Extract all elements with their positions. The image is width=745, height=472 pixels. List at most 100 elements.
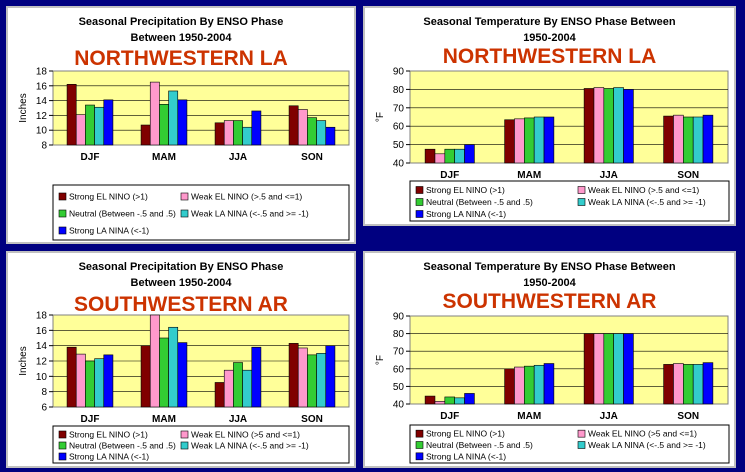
legend-label: Strong EL NINO (>1): [426, 185, 505, 195]
y-tick-label: 6: [41, 403, 47, 414]
x-tick-label: JJA: [600, 170, 618, 181]
x-tick-label: MAM: [152, 152, 176, 163]
bar: [524, 117, 535, 164]
legend-swatch: [58, 192, 67, 201]
legend-swatch: [58, 226, 67, 235]
legend-label: Weak EL NINO (>5 and <=1): [588, 429, 697, 439]
bar: [168, 90, 179, 146]
legend-swatch: [577, 429, 586, 438]
bar: [454, 148, 465, 164]
bar: [533, 116, 545, 164]
legend-swatch: [577, 198, 586, 206]
y-tick-label: 14: [36, 96, 48, 107]
bar: [316, 120, 327, 146]
bar: [307, 117, 317, 146]
bar: [504, 368, 515, 405]
bar: [214, 122, 225, 146]
x-tick-label: DJF: [81, 152, 100, 163]
legend-label: Neutral (Between -.5 and .5): [426, 197, 533, 207]
bar: [593, 87, 605, 164]
legend-label: Weak EL NINO (>.5 and <=1): [588, 185, 699, 195]
legend-label: Strong LA NINA (<-1): [69, 452, 149, 462]
chart-subtitle: 1950-2004: [523, 277, 576, 289]
bar: [702, 362, 714, 405]
bar: [663, 364, 674, 405]
chart-precip-nw-la: Seasonal Precipitation By ENSO Phase Betw…: [18, 16, 350, 241]
x-tick-label: MAM: [152, 414, 176, 425]
bar: [288, 343, 299, 408]
bar: [103, 99, 114, 146]
bar: [543, 116, 555, 164]
bar: [159, 104, 169, 146]
y-tick-label: 70: [393, 347, 405, 358]
legend-label: Strong LA NINA (<-1): [426, 451, 506, 461]
bar: [66, 346, 77, 408]
legend-swatch: [180, 192, 189, 201]
bar: [454, 397, 465, 405]
bar: [66, 84, 77, 146]
bar: [103, 354, 114, 408]
bar: [504, 119, 515, 164]
bar: [223, 369, 234, 408]
legend-swatch: [577, 186, 586, 194]
bar: [663, 115, 674, 164]
y-tick-label: 70: [393, 103, 405, 114]
bar: [288, 105, 299, 146]
legend-swatch: [180, 441, 189, 450]
y-axis-label: Inches: [18, 346, 29, 375]
bar: [623, 89, 634, 164]
chart-title: Seasonal Precipitation By ENSO Phase: [79, 261, 284, 273]
legend-label: Weak EL NINO (>5 and <=1): [191, 430, 300, 440]
legend-swatch: [577, 441, 586, 449]
bar: [434, 401, 446, 405]
y-tick-label: 90: [393, 312, 405, 323]
bar: [223, 120, 234, 146]
chart-title: Seasonal Precipitation By ENSO Phase: [79, 16, 284, 28]
legend-box: [52, 184, 350, 241]
x-tick-label: SON: [677, 170, 699, 181]
x-tick-label: SON: [301, 152, 323, 163]
bar: [233, 362, 243, 408]
bar: [444, 396, 455, 405]
chart-temp-nw-la: Seasonal Temperature By ENSO Phase Betwe…: [375, 16, 730, 222]
y-tick-label: 8: [41, 141, 47, 152]
bar: [168, 326, 179, 408]
bar: [583, 333, 595, 405]
y-axis-label: Inches: [18, 93, 29, 122]
bar: [613, 333, 624, 405]
bar: [514, 366, 525, 405]
bar: [533, 364, 545, 405]
legend-swatch: [415, 441, 424, 449]
y-tick-label: 18: [36, 311, 48, 322]
legend-label: Neutral (Between -.5 and .5): [69, 209, 176, 219]
y-tick-label: 60: [393, 364, 405, 375]
y-tick-label: 8: [41, 387, 47, 398]
legend-label: Strong EL NINO (>1): [69, 430, 148, 440]
x-tick-label: DJF: [440, 411, 459, 422]
legend-label: Weak EL NINO (>.5 and <=1): [191, 192, 302, 202]
bar: [543, 363, 555, 405]
legend-swatch: [415, 186, 424, 194]
y-axis-label: °F: [375, 112, 386, 122]
legend-label: Weak LA NINA (<-.5 and >= -1): [191, 209, 309, 219]
chart-subtitle: Between 1950-2004: [131, 32, 233, 44]
bar: [673, 363, 684, 405]
bar: [692, 116, 704, 164]
bar: [233, 120, 243, 146]
legend-label: Strong EL NINO (>1): [426, 429, 505, 439]
legend-label: Strong EL NINO (>1): [69, 192, 148, 202]
bar: [702, 114, 714, 164]
bar: [149, 81, 160, 146]
chart-title: Seasonal Temperature By ENSO Phase Betwe…: [423, 16, 676, 28]
x-tick-label: JJA: [600, 411, 618, 422]
legend-swatch: [415, 452, 424, 461]
bar: [177, 342, 188, 408]
legend-label: Neutral (Between -.5 and .5): [426, 440, 533, 450]
bar: [94, 106, 105, 146]
legend-label: Weak LA NINA (<-.5 and >= -1): [191, 441, 309, 451]
y-tick-label: 80: [393, 85, 405, 96]
bar: [325, 345, 336, 408]
chart-subtitle: 1950-2004: [523, 32, 576, 44]
region-label: NORTHWESTERN LA: [74, 47, 288, 70]
y-tick-label: 18: [36, 67, 48, 78]
